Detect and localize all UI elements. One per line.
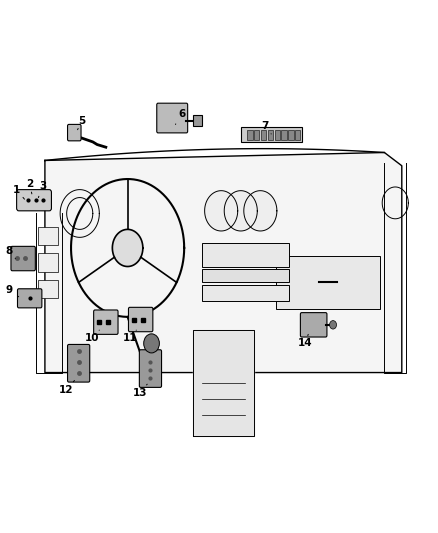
FancyBboxPatch shape xyxy=(11,246,35,271)
FancyBboxPatch shape xyxy=(18,289,42,308)
Bar xyxy=(261,130,266,140)
FancyBboxPatch shape xyxy=(300,313,327,337)
Text: 7: 7 xyxy=(261,121,271,134)
Bar xyxy=(39,253,58,272)
Polygon shape xyxy=(205,191,238,231)
Bar xyxy=(241,127,302,142)
Text: 6: 6 xyxy=(176,109,186,124)
Bar xyxy=(39,227,58,245)
Text: 1: 1 xyxy=(13,184,25,199)
FancyBboxPatch shape xyxy=(17,190,51,211)
Text: 3: 3 xyxy=(39,181,46,198)
Bar xyxy=(276,256,380,309)
Circle shape xyxy=(329,320,336,329)
FancyBboxPatch shape xyxy=(157,103,187,133)
Text: 11: 11 xyxy=(123,330,137,343)
Bar xyxy=(268,130,273,140)
Bar xyxy=(247,130,253,140)
Text: 8: 8 xyxy=(6,246,15,259)
Bar xyxy=(275,130,280,140)
Polygon shape xyxy=(45,152,402,373)
Text: 5: 5 xyxy=(78,116,85,130)
FancyBboxPatch shape xyxy=(94,310,118,334)
Bar xyxy=(201,243,289,266)
Polygon shape xyxy=(244,191,277,231)
FancyBboxPatch shape xyxy=(139,350,162,387)
FancyBboxPatch shape xyxy=(128,308,153,332)
Polygon shape xyxy=(113,229,143,266)
Text: 12: 12 xyxy=(59,381,74,394)
Circle shape xyxy=(144,334,159,353)
FancyBboxPatch shape xyxy=(67,344,90,382)
Bar xyxy=(288,130,293,140)
Bar xyxy=(254,130,259,140)
Polygon shape xyxy=(193,330,254,436)
Bar xyxy=(201,269,289,282)
Text: 14: 14 xyxy=(298,334,312,349)
Text: 10: 10 xyxy=(85,330,99,343)
Bar xyxy=(39,280,58,298)
Bar xyxy=(193,115,201,126)
Text: 2: 2 xyxy=(26,179,33,194)
Polygon shape xyxy=(224,191,257,231)
Bar xyxy=(201,285,289,301)
Bar xyxy=(295,130,300,140)
Text: 13: 13 xyxy=(133,384,147,398)
Text: 9: 9 xyxy=(6,285,19,297)
FancyBboxPatch shape xyxy=(67,124,81,141)
Bar xyxy=(282,130,287,140)
